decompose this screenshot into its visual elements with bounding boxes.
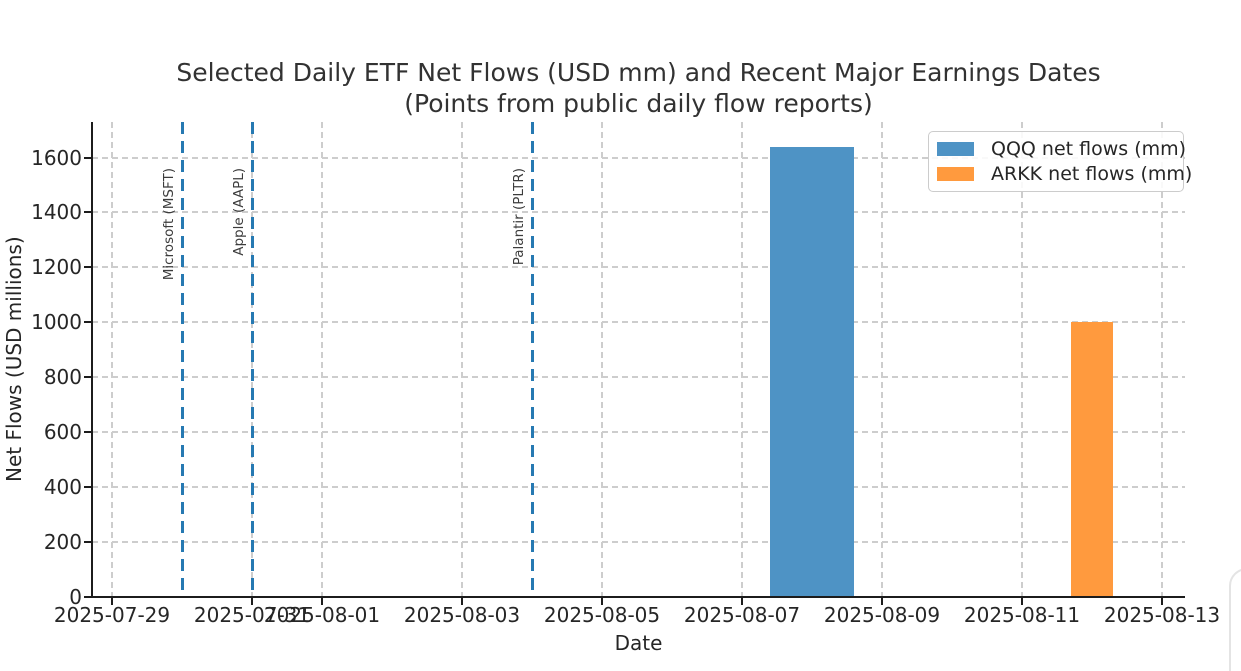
legend: QQQ net flows (mm) ARKK net flows (mm)	[928, 131, 1192, 192]
x-tick-label: 2025-08-03	[403, 603, 521, 627]
y-gridline	[92, 266, 1185, 269]
chart-title: Selected Daily ETF Net Flows (USD mm) an…	[176, 58, 1101, 87]
x-gridline	[601, 122, 603, 597]
legend-color-patch	[937, 167, 974, 182]
y-axis-spine	[91, 122, 93, 598]
y-tick-mark	[84, 156, 92, 159]
earnings-event-line	[530, 122, 534, 597]
chart-title-block: Selected Daily ETF Net Flows (USD mm) an…	[92, 57, 1185, 119]
y-tick-label: 1400	[31, 200, 82, 225]
y-gridline	[92, 376, 1185, 379]
earnings-event-label: Microsoft (MSFT)	[161, 168, 177, 281]
x-tick-label: 2025-08-11	[963, 603, 1081, 627]
x-gridline	[741, 122, 743, 597]
y-tick-label: 200	[43, 530, 82, 555]
x-axis-spine	[91, 596, 1185, 598]
y-gridline	[92, 486, 1185, 489]
x-axis-label: Date	[614, 631, 663, 655]
x-tick-label: 2025-08-01	[263, 603, 381, 627]
legend-entry: ARKK net flows (mm)	[937, 163, 1192, 185]
x-tick-label: 2025-08-07	[683, 603, 801, 627]
y-tick-mark	[84, 321, 92, 324]
y-gridline	[92, 541, 1185, 544]
bar-arkk	[1071, 322, 1113, 597]
x-tick-mark	[601, 597, 603, 605]
y-tick-mark	[84, 211, 92, 214]
y-tick-mark	[84, 431, 92, 434]
legend-entry: QQQ net flows (mm)	[937, 137, 1187, 160]
y-gridline	[92, 431, 1185, 434]
y-tick-mark	[84, 376, 92, 379]
x-gridline	[881, 122, 883, 597]
earnings-event-label: Palantir (PLTR)	[511, 168, 527, 266]
y-tick-mark	[84, 541, 92, 544]
x-tick-label: 2025-08-05	[543, 603, 661, 627]
earnings-event-line	[180, 122, 184, 597]
x-tick-label: 2025-08-13	[1103, 603, 1221, 627]
x-tick-label: 2025-07-31	[193, 603, 311, 627]
x-tick-mark	[251, 597, 253, 605]
overlay-card-corner	[1229, 568, 1241, 671]
y-tick-label: 1600	[31, 145, 82, 170]
x-tick-label: 2025-08-09	[823, 603, 941, 627]
legend-color-patch	[937, 141, 974, 156]
x-gridline	[1021, 122, 1023, 597]
x-gridline	[1161, 122, 1163, 597]
x-tick-mark	[1021, 597, 1023, 605]
earnings-event-label: Apple (AAPL)	[231, 168, 247, 256]
earnings-event-line	[250, 122, 254, 597]
y-tick-label: 400	[43, 475, 82, 500]
y-tick-label: 1200	[31, 255, 82, 280]
y-tick-mark	[84, 596, 92, 598]
y-tick-label: 800	[43, 365, 82, 390]
x-tick-mark	[111, 597, 113, 605]
y-tick-mark	[84, 486, 92, 489]
y-gridline	[92, 321, 1185, 324]
legend-label: QQQ net flows (mm)	[991, 137, 1187, 160]
x-gridline	[321, 122, 323, 597]
y-tick-label: 0	[69, 585, 82, 609]
x-tick-mark	[321, 597, 323, 605]
y-tick-mark	[84, 266, 92, 269]
x-tick-label: 2025-07-29	[53, 603, 171, 627]
y-axis-label: Net Flows (USD millions)	[2, 236, 26, 483]
x-gridline	[461, 122, 463, 597]
x-tick-mark	[1161, 597, 1163, 605]
bar-qqq	[770, 146, 854, 597]
y-gridline	[92, 211, 1185, 214]
legend-label: ARKK net flows (mm)	[991, 163, 1193, 186]
x-tick-mark	[741, 597, 743, 605]
y-tick-label: 600	[43, 420, 82, 445]
x-gridline	[111, 122, 113, 597]
x-tick-mark	[461, 597, 463, 605]
y-gridline	[92, 156, 1185, 159]
y-tick-label: 1000	[31, 310, 82, 335]
x-tick-mark	[881, 597, 883, 605]
chart-subtitle: (Points from public daily flow reports)	[404, 89, 873, 118]
